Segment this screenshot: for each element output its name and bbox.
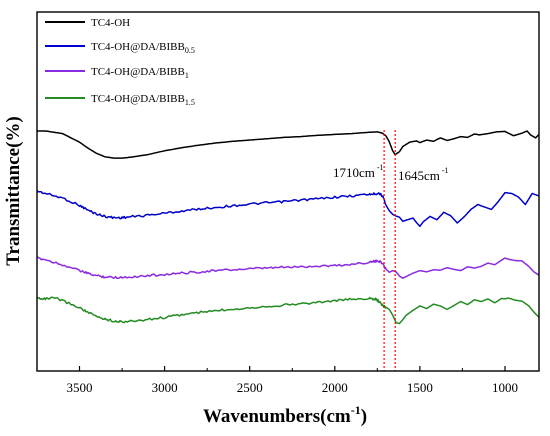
x-axis: 3500 3000 2500 2000 1500 1000 <box>67 366 518 395</box>
series-line-1 <box>37 130 540 159</box>
x-tick-label-3000: 3000 <box>152 380 178 395</box>
x-tick-label-1500: 1500 <box>407 380 433 395</box>
legend-label-subscript: 1 <box>185 71 189 80</box>
legend-label-main: TC4-OH@DA/BIBB <box>91 41 185 53</box>
series-layer <box>36 130 540 325</box>
series-line-4 <box>36 296 540 325</box>
x-tick-label-2500: 2500 <box>237 380 263 395</box>
legend: TC4-OHTC4-OH@DA/BIBB0.5TC4-OH@DA/BIBB1TC… <box>45 17 195 107</box>
x-axis-label: Wavenumbers(cm-1) <box>203 403 367 427</box>
legend-label-main: TC4-OH@DA/BIBB <box>91 66 185 78</box>
y-axis-label: Transmittance(%) <box>3 116 24 266</box>
x-axis-label-superscript: -1 <box>351 403 361 417</box>
x-axis-label-suffix: ) <box>361 406 367 427</box>
annotation-label-superscript: -1 <box>442 166 449 175</box>
series-line-3 <box>36 256 540 279</box>
series-line-2 <box>36 189 540 228</box>
annotation-label-1710: 1710cm -1 <box>333 163 384 180</box>
plot-frame <box>36 11 540 372</box>
x-tick-label-2000: 2000 <box>322 380 348 395</box>
annotation-label-text: 1710cm <box>333 165 375 180</box>
legend-label-subscript: 0.5 <box>185 46 195 55</box>
legend-label-main: TC4-OH@DA/BIBB <box>91 93 185 105</box>
annotation-label-1645: 1645cm -1 <box>398 166 449 183</box>
legend-label-1: TC4-OH <box>91 17 130 29</box>
x-tick-label-3500: 3500 <box>67 380 93 395</box>
x-axis-label-main: Wavenumbers(cm <box>203 406 351 427</box>
x-tick-label-1000: 1000 <box>492 380 518 395</box>
annotation-label-superscript: -1 <box>377 163 384 172</box>
legend-label-main: TC4-OH <box>91 17 130 29</box>
legend-label-2: TC4-OH@DA/BIBB0.5 <box>91 41 195 55</box>
legend-label-3: TC4-OH@DA/BIBB1 <box>91 66 189 80</box>
annotation-label-text: 1645cm <box>398 168 440 183</box>
legend-label-4: TC4-OH@DA/BIBB1.5 <box>91 93 195 107</box>
legend-label-subscript: 1.5 <box>185 98 195 107</box>
